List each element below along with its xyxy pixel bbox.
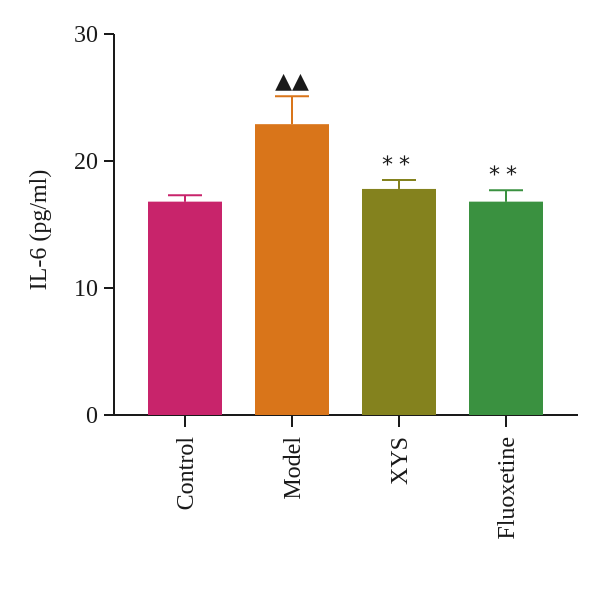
significance-marker: ** bbox=[382, 153, 416, 178]
x-category-label: Model bbox=[280, 437, 306, 500]
y-tick-label: 30 bbox=[74, 22, 98, 48]
y-tick-label: 10 bbox=[74, 276, 98, 302]
y-tick-label: 20 bbox=[74, 149, 98, 175]
x-category-label: Control bbox=[173, 437, 199, 511]
y-axis-label: IL-6 (pg/ml) bbox=[26, 170, 52, 291]
bar-model bbox=[255, 124, 329, 416]
bar-fluoxetine bbox=[469, 201, 543, 415]
bar-control bbox=[148, 201, 222, 415]
y-tick-label: 0 bbox=[86, 403, 98, 429]
x-category-label: Fluoxetine bbox=[494, 437, 520, 540]
significance-marker: ▲▲ bbox=[275, 69, 309, 94]
significance-marker: ** bbox=[489, 163, 523, 188]
bar-xys bbox=[362, 188, 436, 415]
x-category-label: XYS bbox=[387, 437, 413, 485]
